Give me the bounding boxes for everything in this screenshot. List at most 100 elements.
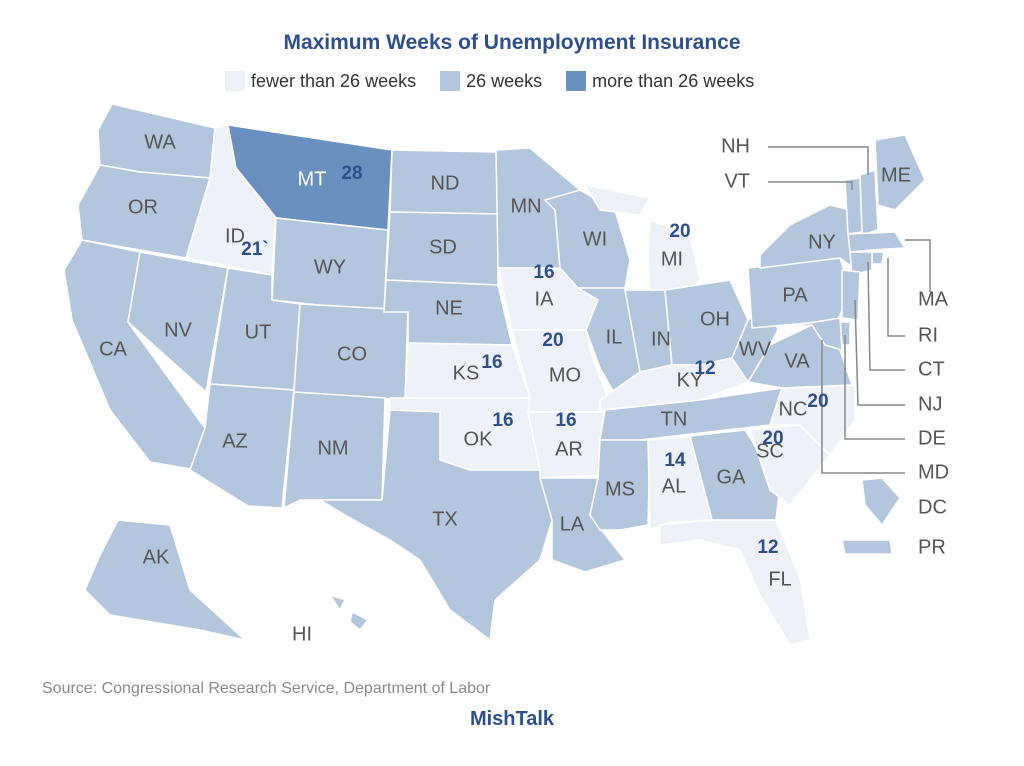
state-label-va: VA xyxy=(784,350,810,372)
state-label-ct: CT xyxy=(918,358,945,380)
state-label-wv: WV xyxy=(739,338,772,360)
state-label-ga: GA xyxy=(717,466,747,488)
state-label-sd: SD xyxy=(429,236,457,258)
legend-label-26: 26 weeks xyxy=(466,70,543,91)
source-note: Source: Congressional Research Service, … xyxy=(42,680,491,697)
state-label-mi: MI xyxy=(661,248,683,270)
legend-item-fewer: fewer than 26 weeks xyxy=(225,71,416,92)
state-label-wa: WA xyxy=(144,131,176,153)
state-fl xyxy=(659,519,811,646)
state-label-mn: MN xyxy=(510,195,541,217)
legend-label-fewer: fewer than 26 weeks xyxy=(251,70,417,91)
state-pr xyxy=(841,539,893,555)
leader-line-nh xyxy=(768,146,869,175)
state-ar xyxy=(527,411,609,479)
state-label-nm: NM xyxy=(317,437,348,459)
leader-line-nj xyxy=(854,299,905,406)
weeks-label-ky: 12 xyxy=(694,358,715,379)
weeks-label-ks: 16 xyxy=(481,352,502,373)
state-label-nd: ND xyxy=(431,172,460,194)
weeks-label-ok: 16 xyxy=(492,410,513,431)
weeks-label-al: 14 xyxy=(664,450,686,471)
state-label-fl: FL xyxy=(768,568,791,590)
state-label-ny: NY xyxy=(808,231,836,253)
state-label-ms: MS xyxy=(605,478,635,500)
state-label-mo: MO xyxy=(549,364,581,386)
legend: fewer than 26 weeks 26 weeks more than 2… xyxy=(225,66,778,96)
state-label-id: ID xyxy=(225,225,245,247)
map-title: Maximum Weeks of Unemployment Insurance xyxy=(283,31,741,54)
state-label-hi: HI xyxy=(292,623,312,645)
legend-label-more: more than 26 weeks xyxy=(592,70,755,91)
state-hi xyxy=(329,594,369,631)
leader-line-vt xyxy=(768,181,853,190)
state-label-ri: RI xyxy=(918,324,938,346)
state-label-wi: WI xyxy=(583,228,607,250)
state-label-ky: KY xyxy=(677,369,704,391)
weeks-label-id: 21` xyxy=(241,239,268,260)
state-label-wy: WY xyxy=(314,256,346,278)
state-label-ma: MA xyxy=(918,288,949,310)
legend-swatch-26 xyxy=(440,71,461,91)
state-me xyxy=(874,134,926,211)
state-label-me: ME xyxy=(881,164,911,186)
state-label-ok: OK xyxy=(464,428,494,450)
state-label-co: CO xyxy=(337,343,367,365)
state-label-ia: IA xyxy=(535,288,555,310)
state-nv xyxy=(127,251,229,393)
weeks-label-mo: 20 xyxy=(542,330,563,351)
brand-name: MishTalk xyxy=(469,708,555,730)
state-label-il: IL xyxy=(606,326,623,348)
leader-lines xyxy=(768,146,931,474)
state-label-de: DE xyxy=(918,427,946,449)
state-label-nj: NJ xyxy=(918,393,942,415)
state-label-sc: SC xyxy=(756,440,784,462)
leader-line-md xyxy=(821,340,905,474)
state-label-al: AL xyxy=(662,475,686,497)
state-label-la: LA xyxy=(560,513,585,535)
state-ma xyxy=(847,231,906,253)
weeks-label-fl: 12 xyxy=(757,537,778,558)
state-ak xyxy=(84,519,246,641)
weeks-label-ar: 16 xyxy=(555,410,576,431)
state-label-ca: CA xyxy=(99,338,127,360)
state-label-mt: MT xyxy=(298,168,327,190)
legend-item-more: more than 26 weeks xyxy=(566,71,754,92)
leader-line-ct xyxy=(867,261,905,371)
state-label-ak: AK xyxy=(143,546,170,568)
state-tx xyxy=(319,409,553,641)
state-label-vt: VT xyxy=(724,170,750,192)
legend-swatch-more xyxy=(566,71,587,91)
state-vt xyxy=(844,177,863,235)
weeks-label-nc: 20 xyxy=(807,391,828,412)
state-nh xyxy=(859,169,879,236)
state-label-in: IN xyxy=(651,328,671,350)
leader-line-de xyxy=(844,335,905,440)
state-shapes xyxy=(63,103,926,646)
state-label-ar: AR xyxy=(555,438,583,460)
legend-swatch-fewer xyxy=(225,71,245,91)
state-label-dc: DC xyxy=(918,496,947,518)
state-label-ut: UT xyxy=(245,321,272,343)
state-label-nh: NH xyxy=(721,135,750,157)
state-label-oh: OH xyxy=(700,308,730,330)
state-nj xyxy=(841,269,861,321)
state-label-pr: PR xyxy=(918,536,946,558)
state-md xyxy=(777,317,843,351)
state-label-nv: NV xyxy=(164,319,192,341)
legend-item-26: 26 weeks xyxy=(440,71,542,92)
state-dc xyxy=(861,477,901,526)
weeks-label-ia: 16 xyxy=(533,262,554,283)
state-sc xyxy=(749,424,831,506)
weeks-label-mi: 20 xyxy=(669,221,690,242)
state-label-md: MD xyxy=(918,461,949,483)
state-ri xyxy=(871,251,885,265)
weeks-label-sc: 20 xyxy=(762,428,783,449)
leader-line-ma xyxy=(905,239,931,292)
state-label-az: AZ xyxy=(222,430,248,452)
state-ct xyxy=(849,251,873,276)
state-label-nc: NC xyxy=(779,398,808,420)
state-label-or: OR xyxy=(128,196,158,218)
